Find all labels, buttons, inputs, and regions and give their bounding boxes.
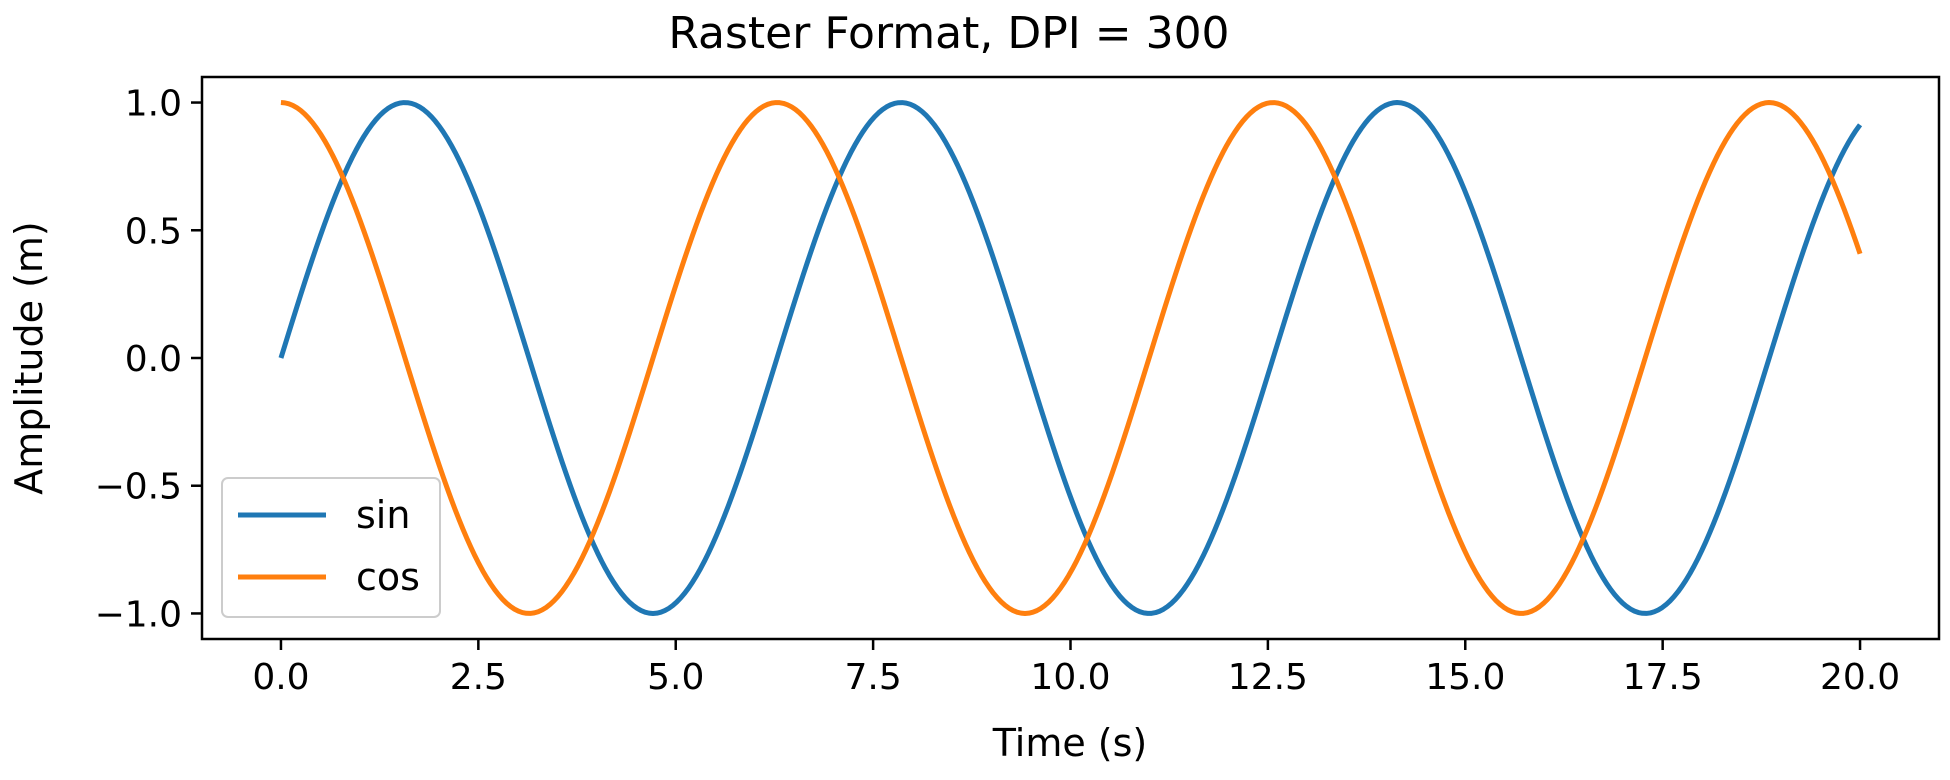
x-tick-label: 20.0 [1820,657,1900,698]
legend-label-sin: sin [356,493,410,537]
y-axis-title: Amplitude (m) [7,221,51,494]
x-tick-label: 17.5 [1623,657,1703,698]
y-tick-label: −0.5 [95,467,182,508]
y-tick-label: −1.0 [95,594,182,635]
x-tick-label: 2.5 [450,657,507,698]
x-tick-label: 7.5 [844,657,901,698]
y-tick-label: 0.5 [125,211,182,252]
x-tick-label: 5.0 [647,657,704,698]
x-tick-label: 15.0 [1425,657,1505,698]
series-line-cos [280,100,1863,616]
y-tick-label: 1.0 [125,84,182,125]
x-axis-title: Time (s) [992,721,1148,765]
legend-label-cos: cos [356,555,420,599]
chart-title: Raster Format, DPI = 300 [668,8,1229,59]
legend: sin cos [221,477,441,618]
x-tick-label: 10.0 [1030,657,1110,698]
series-line-sin [278,100,1863,616]
x-tick-label: 12.5 [1228,657,1308,698]
series-layer [278,100,1863,616]
y-axis-ticks: 1.0 0.5 0.0 −0.5 −1.0 [95,84,202,635]
x-axis-ticks: 0.0 2.5 5.0 7.5 10.0 12.5 15.0 17.5 20.0 [252,639,1900,698]
y-tick-label: 0.0 [125,339,182,380]
x-tick-label: 0.0 [252,657,309,698]
